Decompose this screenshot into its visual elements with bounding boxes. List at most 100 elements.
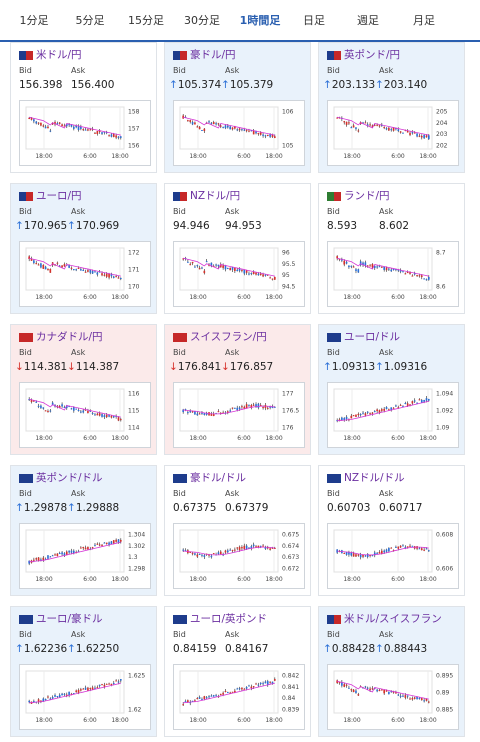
tab-4[interactable]: 1時間足 xyxy=(232,0,288,44)
rate-card[interactable]: ユーロ/円 Bid Ask ↑170.965 ↑170.969 172 171 170 18:0… xyxy=(10,183,157,314)
candle xyxy=(341,681,343,686)
tab-5[interactable]: 日足 xyxy=(303,14,325,27)
candle xyxy=(274,406,276,408)
rate-card[interactable]: 米ドル/スイスフラン Bid Ask ↑0.88428 ↑0.88443 0.895 0.8… xyxy=(318,606,465,737)
mini-candle-chart[interactable]: 116 115 114 18:00 6:00 18:00 xyxy=(19,382,151,448)
candle xyxy=(413,697,416,699)
mini-candle-chart[interactable]: 8.7 8.6 18:00 6:00 18:00 xyxy=(327,241,459,307)
rate-card[interactable]: NZドル/ドル Bid Ask 0.60703 0.60717 0.608 0.606 18:… xyxy=(318,465,465,596)
y-tick-label: 1.304 xyxy=(128,532,145,539)
candle xyxy=(112,416,115,418)
currency-pair-link[interactable]: ランド/円 xyxy=(344,190,390,202)
candle xyxy=(33,260,35,264)
currency-pair-link[interactable]: NZドル/円 xyxy=(190,190,241,202)
rate-card[interactable]: ユーロ/豪ドル Bid Ask ↑1.62236 ↑1.62250 1.625 1.62 18… xyxy=(10,606,157,737)
rate-card[interactable]: 英ポンド/円 Bid Ask ↑203.133 ↑203.140 205 204 203 202… xyxy=(318,42,465,173)
mini-candle-chart[interactable]: 1.625 1.62 18:00 6:00 18:00 xyxy=(19,664,151,730)
currency-pair-link[interactable]: NZドル/ドル xyxy=(344,472,405,484)
candle xyxy=(212,695,215,697)
candle xyxy=(212,122,215,125)
y-tick-label: 0.841 xyxy=(282,684,299,691)
candle xyxy=(63,125,66,127)
candle xyxy=(381,689,383,691)
rate-card[interactable]: ユーロ/ドル Bid Ask ↑1.09313 ↑1.09316 1.094 1.092 1.… xyxy=(318,324,465,455)
rate-card[interactable]: ユーロ/英ポンド Bid Ask 0.84159 0.84167 0.842 0.841 0.… xyxy=(164,606,311,737)
candle xyxy=(428,135,430,140)
rate-card[interactable]: ランド/円 Bid Ask 8.593 8.602 8.7 8.6 18:00 6:00 18:0… xyxy=(318,183,465,314)
mini-candle-chart[interactable]: 1.304 1.302 1.3 1.298 18:00 6:00 18:00 xyxy=(19,523,151,589)
currency-flag-icon xyxy=(173,192,187,201)
candle xyxy=(395,546,397,548)
mini-candle-chart[interactable]: 158 157 156 18:00 6:00 18:00 xyxy=(19,100,151,166)
bid-value: 156.398 xyxy=(19,79,62,91)
candle xyxy=(42,557,45,560)
candle xyxy=(428,398,430,401)
tab-3[interactable]: 30分足 xyxy=(184,14,220,27)
candle xyxy=(61,124,63,126)
trend-arrow-icon: ↓ xyxy=(15,361,24,373)
candle xyxy=(397,129,400,132)
candle xyxy=(357,694,360,696)
candle xyxy=(259,132,262,135)
ask-label: Ask xyxy=(71,489,86,498)
mini-candle-chart[interactable]: 205 204 203 202 18:00 6:00 18:00 xyxy=(327,100,459,166)
tab-1[interactable]: 5分足 xyxy=(75,14,105,27)
candle xyxy=(425,279,428,281)
ask-text: 8.602 xyxy=(379,220,410,232)
currency-pair-link[interactable]: 豪ドル/円 xyxy=(190,49,236,61)
candle xyxy=(366,553,369,557)
mini-candle-chart[interactable]: 0.842 0.841 0.84 0.839 18:00 6:00 18:00 xyxy=(173,664,305,730)
mini-candle-chart[interactable]: 0.608 0.606 18:00 6:00 18:00 xyxy=(327,523,459,589)
candle xyxy=(210,695,213,697)
mini-candle-chart[interactable]: 1.094 1.092 1.09 18:00 6:00 18:00 xyxy=(327,382,459,448)
candle xyxy=(352,689,355,693)
currency-pair-link[interactable]: ユーロ/円 xyxy=(36,190,82,202)
mini-candle-chart[interactable]: 177 176.5 176 18:00 6:00 18:00 xyxy=(173,382,305,448)
candle xyxy=(194,553,196,555)
tab-7[interactable]: 月足 xyxy=(413,14,435,27)
currency-pair-link[interactable]: ユーロ/ドル xyxy=(344,331,401,343)
mini-candle-chart[interactable]: 96 95.5 95 94.5 18:00 6:00 18:00 xyxy=(173,241,305,307)
moving-average-line xyxy=(183,405,275,415)
candle xyxy=(348,122,350,124)
tab-0[interactable]: 1分足 xyxy=(19,14,49,27)
candle xyxy=(96,687,99,689)
currency-pair-link[interactable]: 米ドル/円 xyxy=(36,49,82,61)
candle xyxy=(252,271,255,275)
currency-pair-link[interactable]: 米ドル/スイスフラン xyxy=(344,613,442,625)
tab-6[interactable]: 週足 xyxy=(357,14,379,27)
x-tick-label: 6:00 xyxy=(83,717,97,724)
currency-pair-link[interactable]: 英ポンド/円 xyxy=(344,49,401,61)
currency-pair-link[interactable]: カナダドル/円 xyxy=(36,331,103,343)
mini-candle-chart[interactable]: 0.675 0.674 0.673 0.672 18:00 6:00 18:00 xyxy=(173,523,305,589)
mini-candle-chart[interactable]: 0.895 0.89 0.885 18:00 6:00 18:00 xyxy=(327,664,459,730)
rate-card[interactable]: 豪ドル/円 Bid Ask ↑105.374 ↑105.379 106 105 18:00 6:… xyxy=(164,42,311,173)
candle xyxy=(65,694,68,696)
currency-pair-link[interactable]: 英ポンド/ドル xyxy=(36,472,103,484)
rate-card[interactable]: 英ポンド/ドル Bid Ask ↑1.29878 ↑1.29888 1.304 1.302 1… xyxy=(10,465,157,596)
x-tick-label: 18:00 xyxy=(189,153,206,160)
candle xyxy=(105,683,108,685)
mini-candle-chart[interactable]: 106 105 18:00 6:00 18:00 xyxy=(173,100,305,166)
rate-card[interactable]: スイスフラン/円 Bid Ask ↓176.841 ↓176.857 177 176.5 17… xyxy=(164,324,311,455)
tab-2[interactable]: 15分足 xyxy=(128,14,164,27)
candle xyxy=(364,122,367,124)
rate-card[interactable]: NZドル/円 Bid Ask 94.946 94.953 96 95.5 95 94.5 18:0… xyxy=(164,183,311,314)
candle xyxy=(75,269,77,271)
y-tick-label: 0.606 xyxy=(436,566,453,573)
currency-pair-link[interactable]: ユーロ/英ポンド xyxy=(190,613,268,625)
currency-pair-link[interactable]: スイスフラン/円 xyxy=(190,331,267,343)
ask-text: 114.387 xyxy=(75,361,120,373)
rate-card[interactable]: 豪ドル/ドル Bid Ask 0.67375 0.67379 0.675 0.674 0.67… xyxy=(164,465,311,596)
candle xyxy=(91,271,94,274)
candle xyxy=(234,126,236,129)
mini-candle-chart[interactable]: 172 171 170 18:00 6:00 18:00 xyxy=(19,241,151,307)
currency-pair-link[interactable]: 豪ドル/ドル xyxy=(190,472,247,484)
candle xyxy=(112,276,115,278)
rate-card[interactable]: カナダドル/円 Bid Ask ↓114.381 ↓114.387 116 115 114 18… xyxy=(10,324,157,455)
candle xyxy=(58,405,61,408)
rate-card[interactable]: 米ドル/円 Bid Ask 156.398 156.400 158 157 156 18:00 6… xyxy=(10,42,157,173)
candle xyxy=(61,404,63,407)
currency-pair-link[interactable]: ユーロ/豪ドル xyxy=(36,613,103,625)
y-tick-label: 156 xyxy=(128,143,140,150)
